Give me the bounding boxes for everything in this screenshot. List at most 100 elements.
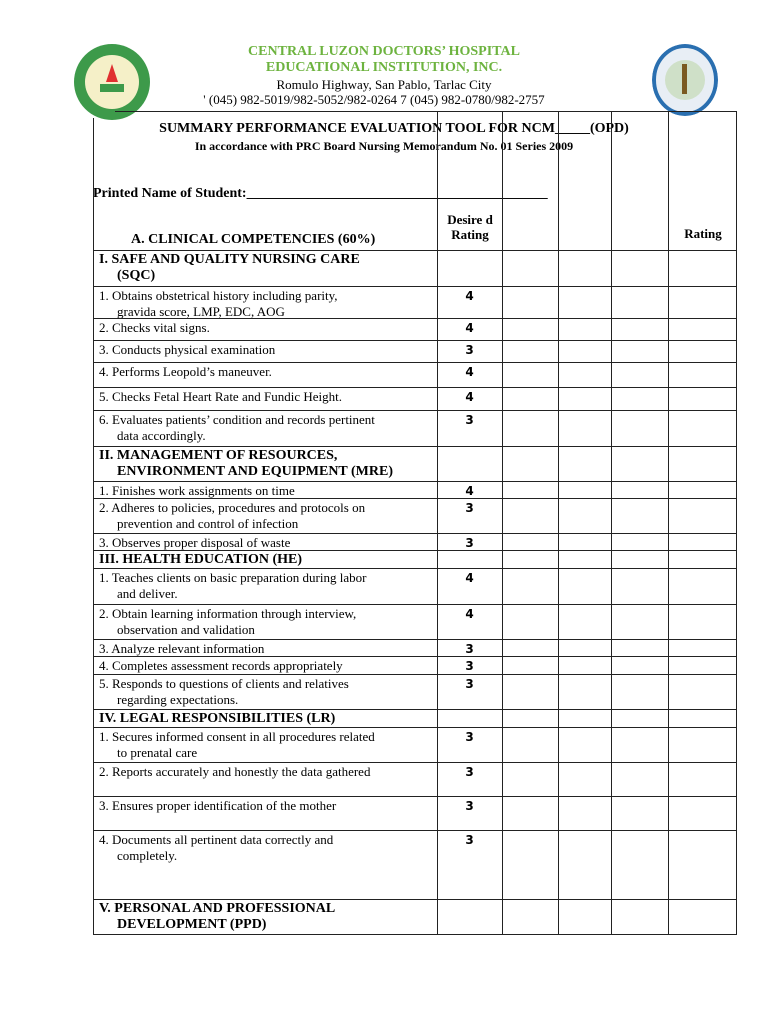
desired-rating-value: 3 <box>465 659 474 673</box>
criterion-text: 4. Documents all pertinent data correctl… <box>99 832 434 864</box>
desired-rating-value: 3 <box>465 536 474 550</box>
criterion-line-cont: regarding expectations. <box>117 692 239 707</box>
table-row: 1. Obtains obstetrical history including… <box>93 286 736 320</box>
criterion-line-cont: (SQC) <box>117 268 156 283</box>
criterion-line-cont: completely. <box>117 848 178 863</box>
desired-rating-value: 4 <box>465 607 474 621</box>
criterion-line: 4. Performs Leopold’s maneuver. <box>99 364 272 379</box>
criterion-text: 1. Teaches clients on basic preparation … <box>99 570 434 602</box>
criterion-line: V. PERSONAL AND PROFESSIONAL <box>99 901 336 916</box>
table-row: 3. Conducts physical examination 3 <box>93 340 736 362</box>
criterion-line: 2. Adheres to policies, procedures and p… <box>99 500 366 515</box>
criterion-text: 3. Analyze relevant information <box>99 641 434 657</box>
criterion-text: 1. Finishes work assignments on time <box>99 483 434 499</box>
criterion-line: IV. LEGAL RESPONSIBILITIES (LR) <box>99 711 336 726</box>
criterion-line: 1. Finishes work assignments on time <box>99 483 295 498</box>
criterion-text: 2. Reports accurately and honestly the d… <box>99 764 434 780</box>
desired-rating-value: 3 <box>465 677 474 691</box>
criterion-text: 6. Evaluates patients’ condition and rec… <box>99 412 434 444</box>
table-row: 4. Performs Leopold’s maneuver. 4 <box>93 362 736 387</box>
criterion-text: 5. Responds to questions of clients and … <box>99 676 434 708</box>
desired-rating-value: 4 <box>465 365 474 379</box>
criterion-line-cont: data accordingly. <box>117 428 206 443</box>
criterion-text: 3. Conducts physical examination <box>99 342 434 358</box>
desired-rating-value: 3 <box>465 343 474 357</box>
desired-rating-value: 4 <box>465 289 474 303</box>
address: Romulo Highway, San Pablo, Tarlac City <box>276 77 492 92</box>
page-subtitle: In accordance with PRC Board Nursing Mem… <box>194 139 574 153</box>
desired-rating-value: 4 <box>465 390 474 404</box>
table-row: 2. Reports accurately and honestly the d… <box>93 762 736 796</box>
criterion-text: 3. Ensures proper identification of the … <box>99 798 434 814</box>
criterion-text: 4. Completes assessment records appropri… <box>99 658 434 674</box>
criterion-text: V. PERSONAL AND PROFESSIONAL DEVELOPMENT … <box>99 901 434 933</box>
desired-rating-value: 4 <box>465 321 474 335</box>
desired-rating-value: 3 <box>465 413 474 427</box>
hospital-seal-logo <box>74 44 150 120</box>
criterion-line: II. MANAGEMENT OF RESOURCES, <box>99 448 338 463</box>
rating-header: Rating <box>684 226 722 241</box>
table-row: 1. Secures informed consent in all proce… <box>93 727 736 762</box>
criterion-line: 1. Teaches clients on basic preparation … <box>99 570 367 585</box>
criterion-text: 5. Checks Fetal Heart Rate and Fundic He… <box>99 389 434 405</box>
desired-rating-value: 3 <box>465 501 474 515</box>
desired-rating-header: Desire d Rating <box>447 212 493 242</box>
desired-rating-value: 3 <box>465 765 474 779</box>
criterion-line-cont: and deliver. <box>117 586 178 601</box>
section-header-row: III. HEALTH EDUCATION (HE) <box>93 550 736 568</box>
section-heading: A. CLINICAL COMPETENCIES (60%) <box>131 232 376 247</box>
criterion-line-cont: prevention and control of infection <box>117 516 299 531</box>
criterion-text: I. SAFE AND QUALITY NURSING CARE (SQC) <box>99 252 434 284</box>
table-row: 3. Ensures proper identification of the … <box>93 796 736 830</box>
institution-name-line2: EDUCATIONAL INSTITUTION, INC. <box>265 60 503 75</box>
table-row: 4. Completes assessment records appropri… <box>93 656 736 674</box>
criterion-line: 3. Conducts physical examination <box>99 342 276 357</box>
criterion-line-cont: gravida score, LMP, EDC, AOG <box>117 304 285 319</box>
criterion-line: 1. Secures informed consent in all proce… <box>99 729 375 744</box>
criterion-line: 3. Observes proper disposal of waste <box>99 535 291 550</box>
institution-name: CENTRAL LUZON DOCTORS’ HOSPITAL <box>248 44 520 59</box>
criterion-text: III. HEALTH EDUCATION (HE) <box>99 552 434 568</box>
criterion-line: 3. Ensures proper identification of the … <box>99 798 337 813</box>
desired-rating-value: 3 <box>465 833 474 847</box>
criterion-line: 2. Reports accurately and honestly the d… <box>99 764 371 779</box>
table-row: 4. Documents all pertinent data correctl… <box>93 830 736 899</box>
criterion-text: IV. LEGAL RESPONSIBILITIES (LR) <box>99 711 434 727</box>
section-header-row: II. MANAGEMENT OF RESOURCES, ENVIRONMENT … <box>93 446 736 481</box>
criterion-text: II. MANAGEMENT OF RESOURCES, ENVIRONMENT … <box>99 448 434 480</box>
criterion-line: 3. Analyze relevant information <box>99 641 265 656</box>
criterion-line: 2. Checks vital signs. <box>99 320 210 335</box>
table-row: 3. Observes proper disposal of waste 3 <box>93 533 736 550</box>
table-row: 1. Teaches clients on basic preparation … <box>93 568 736 604</box>
table-row: 3. Analyze relevant information 3 <box>93 639 736 656</box>
table-row: 2. Checks vital signs. 4 <box>93 318 736 340</box>
criterion-text: 2. Adheres to policies, procedures and p… <box>99 500 434 532</box>
desired-rating-value: 4 <box>465 571 474 585</box>
criterion-line: III. HEALTH EDUCATION (HE) <box>99 552 303 567</box>
table-row: 6. Evaluates patients’ condition and rec… <box>93 410 736 446</box>
desired-rating-value: 3 <box>465 730 474 744</box>
table-row: 2. Obtain learning information through i… <box>93 604 736 639</box>
table-row: 5. Responds to questions of clients and … <box>93 674 736 709</box>
criterion-line: 4. Documents all pertinent data correctl… <box>99 832 334 847</box>
table-row: 2. Adheres to policies, procedures and p… <box>93 498 736 533</box>
criterion-line-cont: DEVELOPMENT (PPD) <box>117 917 267 932</box>
desired-rating-value: 4 <box>465 484 474 498</box>
criterion-text: 1. Secures informed consent in all proce… <box>99 729 434 761</box>
criterion-line: 5. Responds to questions of clients and … <box>99 676 349 691</box>
criterion-text: 1. Obtains obstetrical history including… <box>99 288 434 320</box>
desired-rating-value: 3 <box>465 799 474 813</box>
section-header-row: V. PERSONAL AND PROFESSIONAL DEVELOPMENT … <box>93 899 736 934</box>
criterion-line: I. SAFE AND QUALITY NURSING CARE <box>99 252 360 267</box>
page-title: SUMMARY PERFORMANCE EVALUATION TOOL FOR … <box>159 121 629 136</box>
criterion-text: 3. Observes proper disposal of waste <box>99 535 434 551</box>
criterion-line-cont: observation and validation <box>117 622 255 637</box>
student-name-field[interactable]: Printed Name of Student:________________… <box>93 186 548 201</box>
table-row: 5. Checks Fetal Heart Rate and Fundic He… <box>93 387 736 410</box>
criterion-text: 2. Obtain learning information through i… <box>99 606 434 638</box>
section-header-row: IV. LEGAL RESPONSIBILITIES (LR) <box>93 709 736 727</box>
desired-rating-value: 3 <box>465 642 474 656</box>
criterion-line: 1. Obtains obstetrical history including… <box>99 288 338 303</box>
table-row: 1. Finishes work assignments on time 4 <box>93 481 736 498</box>
